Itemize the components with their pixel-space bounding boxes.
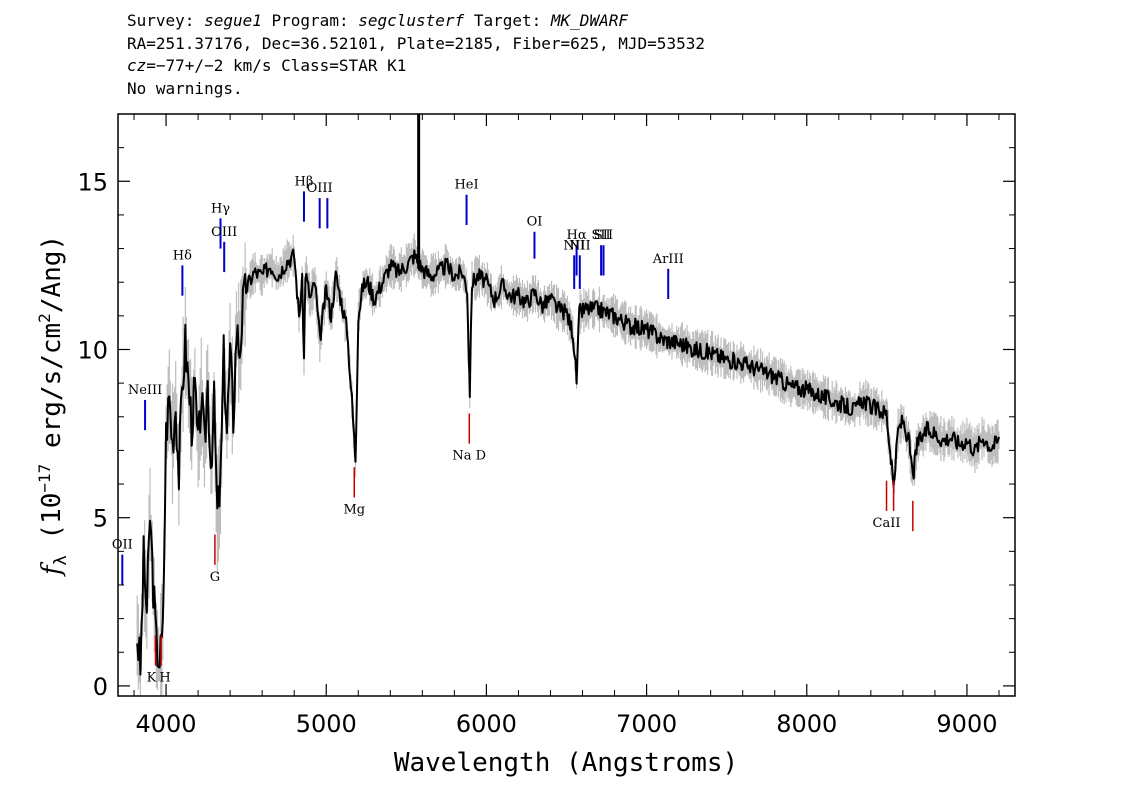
target-value: MK_DWARF: [550, 11, 628, 30]
axis-ticks: 4000 5000 6000 7000 8000 9000 0 5 10 15: [77, 114, 1015, 738]
spectrum-header: Survey: segue1 Program: segclusterf Targ…: [127, 10, 705, 100]
emission-line-label: OI: [527, 215, 543, 230]
emission-line-label: OII: [112, 538, 133, 553]
absorption-line-label: CaII: [873, 516, 901, 531]
program-label: Program:: [271, 11, 349, 30]
emission-line-label: OIII: [211, 225, 237, 240]
y-axis-exponent: −17: [35, 464, 54, 493]
y-tick-label: 10: [77, 336, 108, 364]
absorption-line-label: G: [210, 570, 220, 585]
y-tick-label: 15: [77, 168, 108, 196]
emission-line-label: Hγ: [211, 201, 230, 216]
absorption-line-label: H: [159, 671, 170, 686]
plot-frame: [117, 113, 1016, 697]
survey-value: segue1: [204, 11, 262, 30]
y-axis-subscript: λ: [51, 555, 71, 565]
emission-line-label: SII: [592, 228, 611, 243]
absorption-line-label: Na D: [452, 449, 486, 464]
y-axis-unit-end: /Ang): [37, 235, 67, 313]
cz-label: cz: [127, 56, 147, 75]
header-line-3: cz=−77+/−2 km/s Class=STAR K1: [127, 55, 705, 78]
emission-line-label: SII: [594, 228, 613, 243]
svg-text:fλ (10−17 erg/s/cm2/Ang): fλ (10−17 erg/s/cm2/Ang): [35, 235, 71, 577]
x-tick-label: 7000: [616, 710, 677, 738]
y-axis-title: fλ (10−17 erg/s/cm2/Ang): [35, 235, 71, 577]
survey-label: Survey:: [127, 11, 195, 30]
x-tick-label: 4000: [136, 710, 197, 738]
y-axis-unit: erg/s/cm: [37, 323, 67, 448]
y-axis-scale: (10: [37, 493, 67, 540]
absorption-line-label: K: [147, 671, 157, 686]
absorption-line-label: Mg: [343, 503, 365, 518]
x-tick-label: 8000: [776, 710, 837, 738]
y-axis-exponent-2: 2: [35, 313, 54, 323]
program-value: segclusterf: [358, 11, 465, 30]
target-label: Target:: [473, 11, 542, 30]
cz-value-class: =−77+/−2 km/s Class=STAR K1: [146, 56, 407, 75]
x-axis-title: Wavelength (Angstroms): [394, 748, 738, 778]
emission-line-label: Hα: [567, 228, 587, 243]
emission-line-label: OIII: [307, 181, 333, 196]
emission-line-label: NII: [563, 238, 585, 253]
emission-line-label: NII: [569, 238, 591, 253]
spectrum-line: [136, 248, 1000, 676]
header-line-2: RA=251.37176, Dec=36.52101, Plate=2185, …: [127, 33, 705, 53]
emission-line-label: Hδ: [173, 248, 192, 263]
y-tick-label: 5: [93, 505, 108, 533]
x-tick-label: 5000: [296, 710, 357, 738]
emission-line-label: HeI: [454, 178, 478, 193]
error-band: [136, 233, 1000, 696]
x-tick-label: 9000: [936, 710, 997, 738]
header-line-4: No warnings.: [127, 78, 243, 98]
emission-line-label: Hβ: [295, 174, 314, 189]
header-line-1: Survey: segue1 Program: segclusterf Targ…: [127, 10, 705, 33]
emission-line-label: NeIII: [128, 383, 162, 398]
y-tick-label: 0: [93, 673, 108, 701]
spectrum-series: [136, 114, 1000, 676]
x-tick-label: 6000: [456, 710, 517, 738]
emission-line-label: ArIII: [652, 252, 684, 267]
error-band-path: [136, 233, 1000, 696]
